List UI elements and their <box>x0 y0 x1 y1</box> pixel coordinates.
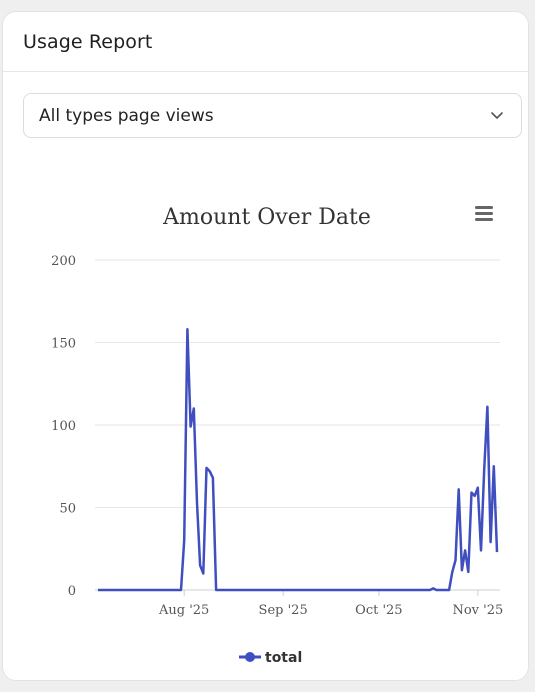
usage-report-card: Usage Report All types page views Amount… <box>2 11 529 681</box>
card-title: Usage Report <box>23 30 153 53</box>
chart-area: Amount Over Date 0 50 100 150 200 Aug '25 Sep… <box>3 152 528 680</box>
grid-lines <box>95 259 500 591</box>
page-view-type-select[interactable]: All types page views <box>23 93 522 138</box>
x-axis-labels: Aug '25 Sep '25 Oct '25 Nov '25 <box>158 590 503 618</box>
legend[interactable]: total <box>239 650 302 666</box>
y-tick-label: 200 <box>51 254 76 269</box>
y-tick-label: 100 <box>51 419 76 434</box>
select-value: All types page views <box>39 105 214 126</box>
x-tick-label: Nov '25 <box>452 603 503 618</box>
amount-over-date-chart: Amount Over Date 0 50 100 150 200 Aug '25 Sep… <box>51 202 503 666</box>
chart-title: Amount Over Date <box>162 205 371 230</box>
legend-dot-marker <box>245 652 255 662</box>
legend-label-total: total <box>265 650 302 666</box>
y-axis-labels: 0 50 100 150 200 <box>51 254 76 599</box>
y-tick-label: 150 <box>51 337 76 352</box>
x-tick-label: Oct '25 <box>355 603 402 618</box>
series-total <box>98 328 499 592</box>
series-line-total <box>98 328 499 592</box>
y-tick-label: 0 <box>68 584 76 599</box>
x-tick-label: Aug '25 <box>158 603 209 618</box>
card-header: Usage Report <box>3 12 528 72</box>
hamburger-menu-icon[interactable] <box>473 202 495 224</box>
y-tick-label: 50 <box>59 502 76 517</box>
chevron-down-icon <box>491 112 503 119</box>
x-tick-label: Sep '25 <box>259 603 308 618</box>
